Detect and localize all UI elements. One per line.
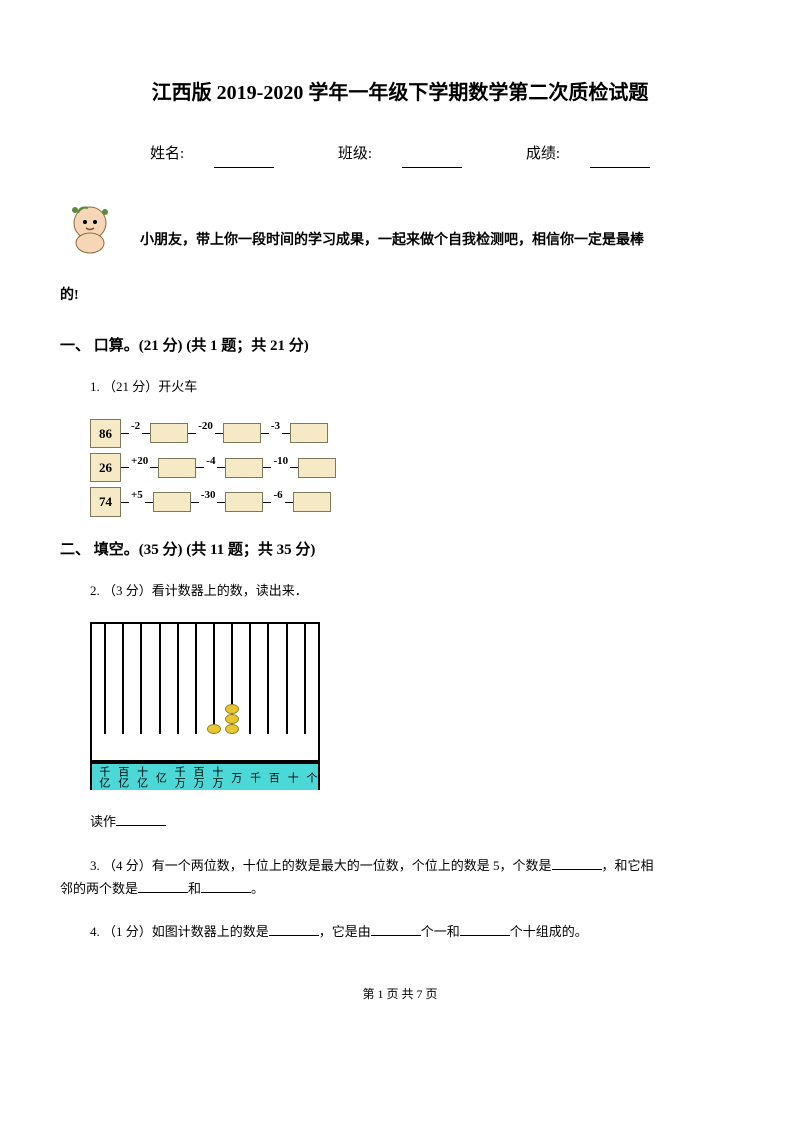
abacus-rod bbox=[140, 624, 142, 734]
abacus-rod bbox=[159, 624, 161, 734]
page-footer: 第 1 页 共 7 页 bbox=[60, 984, 740, 1006]
class-label: 班级: bbox=[323, 146, 477, 162]
abacus-rod bbox=[122, 624, 124, 734]
abacus-rod bbox=[267, 624, 269, 734]
abacus-rod bbox=[286, 624, 288, 734]
abacus-rod bbox=[249, 624, 251, 734]
section1-title: 一、 口算。(21 分) (共 1 题；共 21 分) bbox=[60, 333, 740, 360]
abacus-diagram: 千亿百亿十亿亿千万百万十万万千百十个 bbox=[90, 622, 320, 790]
abacus-rod bbox=[231, 624, 233, 734]
intro-suffix: 的! bbox=[60, 283, 740, 308]
abacus-rod bbox=[177, 624, 179, 734]
page-title: 江西版 2019-2020 学年一年级下学期数学第二次质检试题 bbox=[60, 75, 740, 111]
mascot-icon bbox=[60, 198, 120, 258]
abacus-rod bbox=[195, 624, 197, 734]
section2-title: 二、 填空。(35 分) (共 11 题；共 35 分) bbox=[60, 537, 740, 564]
question-2: 2. （3 分）看计数器上的数，读出来． bbox=[90, 579, 740, 602]
abacus-rod bbox=[304, 624, 306, 734]
info-line: 姓名: 班级: 成绩: bbox=[60, 141, 740, 168]
intro-text: 小朋友，带上你一段时间的学习成果，一起来做个自我检测吧，相信你一定是最棒 bbox=[140, 198, 644, 253]
abacus-rod bbox=[213, 624, 215, 734]
intro-block: 小朋友，带上你一段时间的学习成果，一起来做个自我检测吧，相信你一定是最棒 bbox=[60, 198, 740, 258]
name-label: 姓名: bbox=[135, 146, 289, 162]
question-4: 4. （1 分）如图计数器上的数是，它是由个一和个十组成的。 bbox=[90, 920, 740, 943]
question-2-answer: 读作 bbox=[90, 810, 740, 833]
question-1: 1. （21 分）开火车 bbox=[90, 375, 740, 398]
question-3: 3. （4 分）有一个两位数，十位上的数是最大的一位数，个位上的数是 5，个数是… bbox=[90, 854, 740, 901]
abacus-rod bbox=[104, 624, 106, 734]
train-row: 86-2-20-3 bbox=[90, 419, 740, 448]
train-row: 26+20-4-10 bbox=[90, 453, 740, 482]
score-label: 成绩: bbox=[511, 146, 665, 162]
train-row: 74+5-30-6 bbox=[90, 487, 740, 516]
train-diagram: 86-2-20-3 26+20-4-10 74+5-30-6 bbox=[90, 419, 740, 517]
